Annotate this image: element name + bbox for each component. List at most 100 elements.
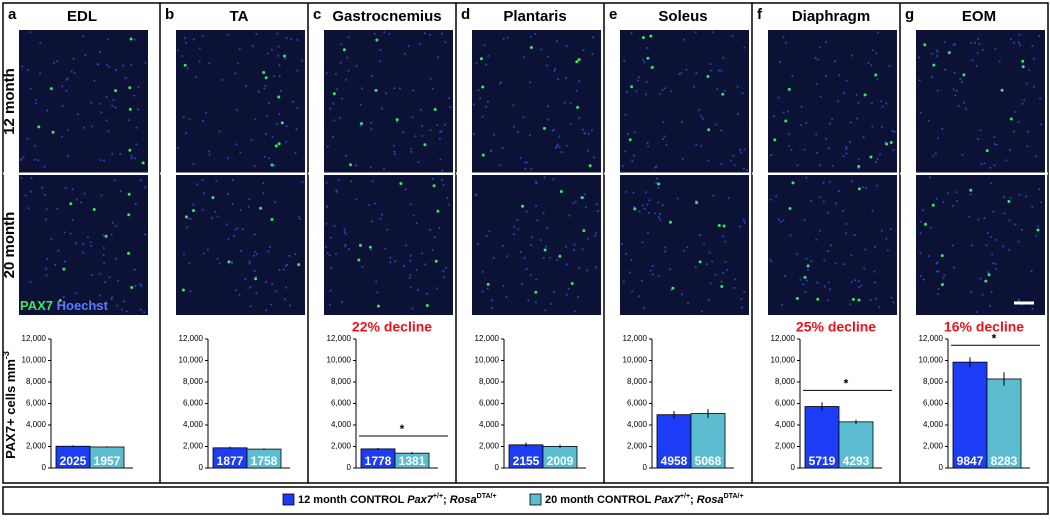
nucleus <box>845 79 848 82</box>
nucleus <box>736 85 739 88</box>
pax7-cell <box>924 222 928 226</box>
nucleus <box>1027 130 1030 133</box>
nucleus <box>254 118 257 121</box>
pax7-cell <box>270 218 274 222</box>
nucleus <box>995 238 998 241</box>
nucleus <box>105 119 108 122</box>
micrograph <box>176 30 305 173</box>
nucleus <box>189 290 192 293</box>
nucleus <box>144 233 147 236</box>
nucleus <box>567 287 570 290</box>
pax7-cell <box>923 43 927 47</box>
pax7-cell <box>423 143 427 147</box>
nucleus <box>208 62 211 65</box>
nucleus <box>130 154 133 157</box>
nucleus <box>198 60 201 63</box>
nucleus <box>202 252 205 255</box>
nucleus <box>395 121 398 124</box>
nucleus <box>648 199 651 202</box>
nucleus <box>837 189 840 192</box>
nucleus <box>1031 308 1034 311</box>
nucleus <box>880 100 883 103</box>
y-tick-label: 6,000 <box>627 399 648 408</box>
pax7-cell <box>58 299 62 303</box>
nucleus <box>564 245 567 248</box>
nucleus <box>661 88 664 91</box>
y-tick-label: 2,000 <box>26 442 47 451</box>
nucleus <box>802 283 805 286</box>
nucleus <box>583 193 586 196</box>
nucleus <box>838 74 841 77</box>
nucleus <box>279 90 282 93</box>
pax7-cell <box>931 203 935 207</box>
pax7-cell <box>706 74 710 78</box>
pax7-cell <box>803 275 807 279</box>
pax7-cell <box>259 206 263 210</box>
nucleus <box>1023 98 1026 101</box>
nucleus <box>431 177 434 180</box>
nucleus <box>379 217 382 220</box>
nucleus <box>991 262 994 265</box>
nucleus <box>288 254 291 257</box>
y-tick-label: 10,000 <box>475 356 500 365</box>
y-tick-label: 0 <box>791 463 796 472</box>
nucleus <box>89 241 92 244</box>
nucleus <box>979 277 982 280</box>
pax7-cell <box>264 76 268 80</box>
nucleus <box>818 164 821 167</box>
nucleus <box>557 78 560 81</box>
nucleus <box>103 159 106 162</box>
nucleus <box>702 117 705 120</box>
nucleus <box>419 108 422 111</box>
nucleus <box>700 115 703 118</box>
nucleus <box>936 89 939 92</box>
nucleus <box>974 41 977 44</box>
nucleus <box>841 210 844 213</box>
nucleus <box>271 282 274 285</box>
nucleus <box>271 135 274 138</box>
nucleus <box>586 237 589 240</box>
nucleus <box>192 38 195 41</box>
nucleus <box>137 86 140 89</box>
nucleus <box>232 234 235 237</box>
nucleus <box>134 284 137 287</box>
nucleus <box>720 69 723 72</box>
nucleus <box>74 242 77 245</box>
nucleus <box>239 151 242 154</box>
nucleus <box>636 79 639 82</box>
pax7-cell <box>184 215 188 219</box>
nucleus <box>560 151 563 154</box>
pax7-cell <box>650 65 654 69</box>
nucleus <box>694 31 697 34</box>
y-tick-label: 6,000 <box>183 399 204 408</box>
nucleus <box>409 274 412 277</box>
decline-annotation: 25% decline <box>796 319 876 335</box>
nucleus <box>238 47 241 50</box>
nucleus <box>1038 35 1041 38</box>
nucleus <box>625 90 628 93</box>
nucleus <box>781 303 784 306</box>
nucleus <box>647 231 650 234</box>
value-label: 1758 <box>251 454 278 468</box>
nucleus <box>512 233 515 236</box>
pax7-cell <box>668 220 672 224</box>
nucleus <box>1009 197 1012 200</box>
micrograph <box>324 175 453 315</box>
nucleus <box>111 296 114 299</box>
nucleus <box>475 62 478 65</box>
nucleus <box>325 72 328 75</box>
nucleus <box>986 231 989 234</box>
nucleus <box>29 87 32 90</box>
nucleus <box>657 201 660 204</box>
nucleus <box>803 219 806 222</box>
nucleus <box>784 41 787 44</box>
nucleus <box>205 111 208 114</box>
nucleus <box>807 268 810 271</box>
nucleus <box>621 242 624 245</box>
nucleus <box>83 126 86 129</box>
nucleus <box>869 299 872 302</box>
nucleus <box>871 49 874 52</box>
pax7-cell <box>481 85 485 89</box>
nucleus <box>743 46 746 49</box>
nucleus <box>431 249 434 252</box>
